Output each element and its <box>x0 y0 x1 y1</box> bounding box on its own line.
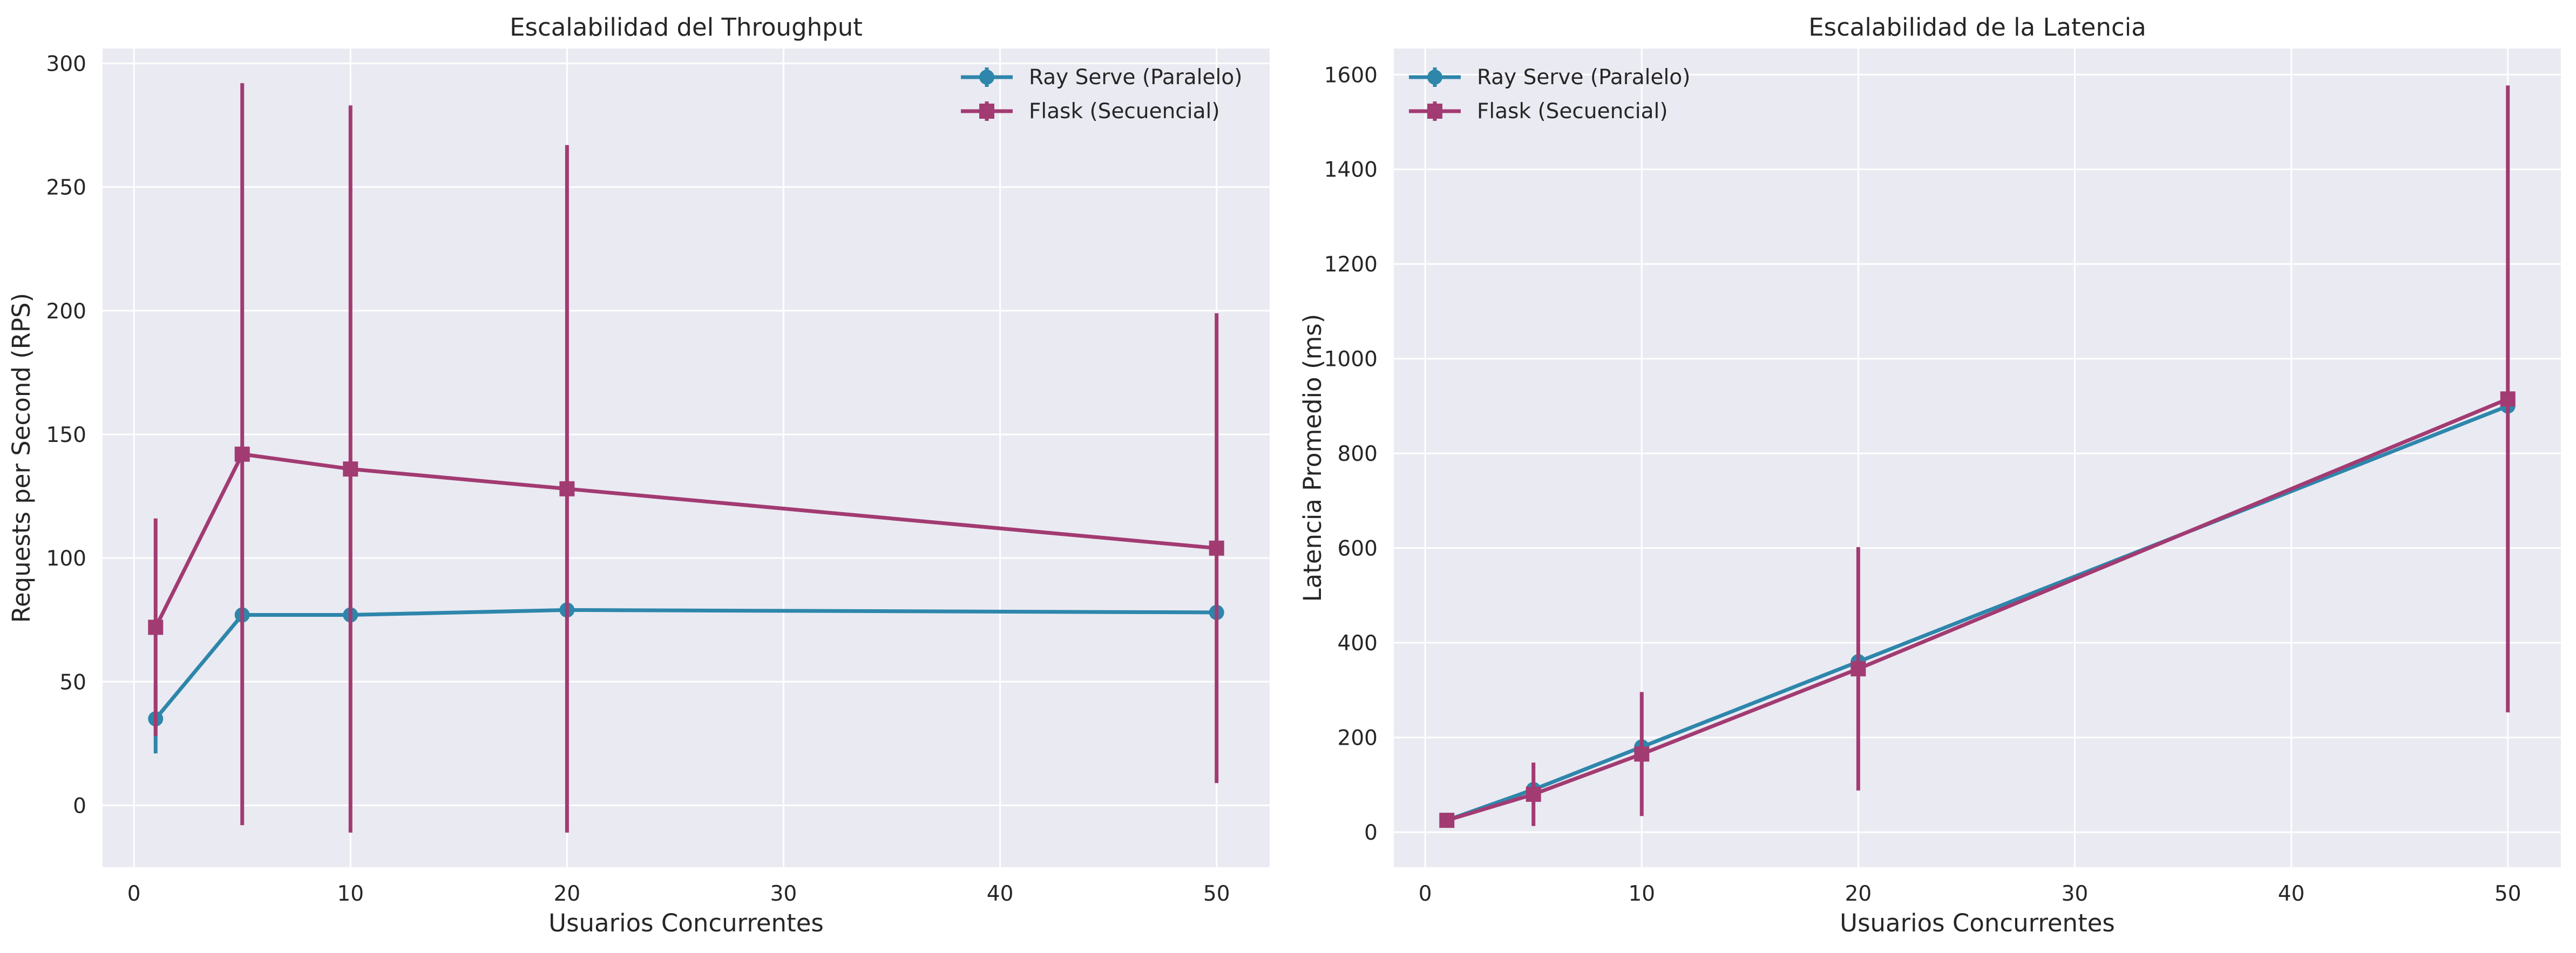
y-tick-label: 150 <box>46 423 86 447</box>
y-tick-label: 0 <box>73 794 86 818</box>
latency-chart: 0 10 20 30 40 50 0 200 400 600 800 1000 1200 1400 1600… <box>1298 13 2561 937</box>
x-tick-label: 50 <box>1203 882 1230 906</box>
chart-title: Escalabilidad del Throughput <box>510 13 863 42</box>
data-point <box>559 481 575 496</box>
legend: Ray Serve (Paralelo) Flask (Secuencial) <box>1409 65 1690 124</box>
x-tick-label: 10 <box>337 882 364 906</box>
data-point <box>148 620 164 635</box>
x-tick-label: 30 <box>770 882 797 906</box>
x-tick-label: 30 <box>2062 882 2089 906</box>
y-tick-label: 0 <box>1364 821 1378 845</box>
y-tick-label: 1200 <box>1324 253 1378 277</box>
y-tick-label: 1600 <box>1324 63 1378 87</box>
x-axis-label: Usuarios Concurrentes <box>1840 909 2115 937</box>
plot-area <box>103 49 1270 867</box>
legend-label: Ray Serve (Paralelo) <box>1029 65 1242 90</box>
y-tick-label: 1400 <box>1324 158 1378 182</box>
y-tick-label: 800 <box>1338 442 1378 466</box>
legend-label: Flask (Secuencial) <box>1029 99 1220 124</box>
legend-swatch-marker <box>1427 104 1442 119</box>
y-tick-label: 100 <box>46 547 86 571</box>
plot-area <box>1394 49 2561 867</box>
y-tick-label: 600 <box>1338 537 1378 561</box>
x-tick-label: 10 <box>1628 882 1655 906</box>
legend-swatch-marker <box>979 70 994 85</box>
y-tick-label: 400 <box>1338 631 1378 656</box>
data-point <box>343 461 358 477</box>
y-tick-label: 300 <box>46 52 86 76</box>
y-tick-label: 1000 <box>1324 348 1378 372</box>
y-axis-label: Latencia Promedio (ms) <box>1298 314 1327 602</box>
legend-swatch-marker <box>1427 70 1442 85</box>
legend-label: Ray Serve (Paralelo) <box>1477 65 1690 90</box>
chart-title: Escalabilidad de la Latencia <box>1808 13 2146 42</box>
data-point <box>2500 391 2516 407</box>
x-tick-label: 50 <box>2494 882 2521 906</box>
y-axis-label: Requests per Second (RPS) <box>7 293 36 623</box>
x-tick-label: 20 <box>554 882 581 906</box>
data-point <box>1209 540 1224 556</box>
x-tick-label: 0 <box>127 882 141 906</box>
legend: Ray Serve (Paralelo) Flask (Secuencial) <box>961 65 1242 124</box>
y-tick-label: 200 <box>1338 726 1378 751</box>
x-tick-label: 20 <box>1845 882 1872 906</box>
y-tick-label: 50 <box>59 670 86 695</box>
throughput-chart: 0 10 20 30 40 50 0 50 100 150 200 250 300 Escalabilid… <box>7 13 1270 937</box>
x-axis-label: Usuarios Concurrentes <box>548 909 824 937</box>
x-tick-label: 40 <box>2278 882 2305 906</box>
y-tick-label: 200 <box>46 299 86 324</box>
x-tick-label: 40 <box>987 882 1014 906</box>
data-point <box>1439 813 1455 828</box>
data-point <box>234 446 250 462</box>
data-point <box>1526 786 1541 802</box>
legend-swatch-marker <box>979 104 994 119</box>
legend-label: Flask (Secuencial) <box>1477 99 1668 124</box>
x-tick-label: 0 <box>1419 882 1432 906</box>
data-point <box>1634 746 1650 762</box>
data-point <box>1850 661 1866 677</box>
y-tick-label: 250 <box>46 176 86 200</box>
